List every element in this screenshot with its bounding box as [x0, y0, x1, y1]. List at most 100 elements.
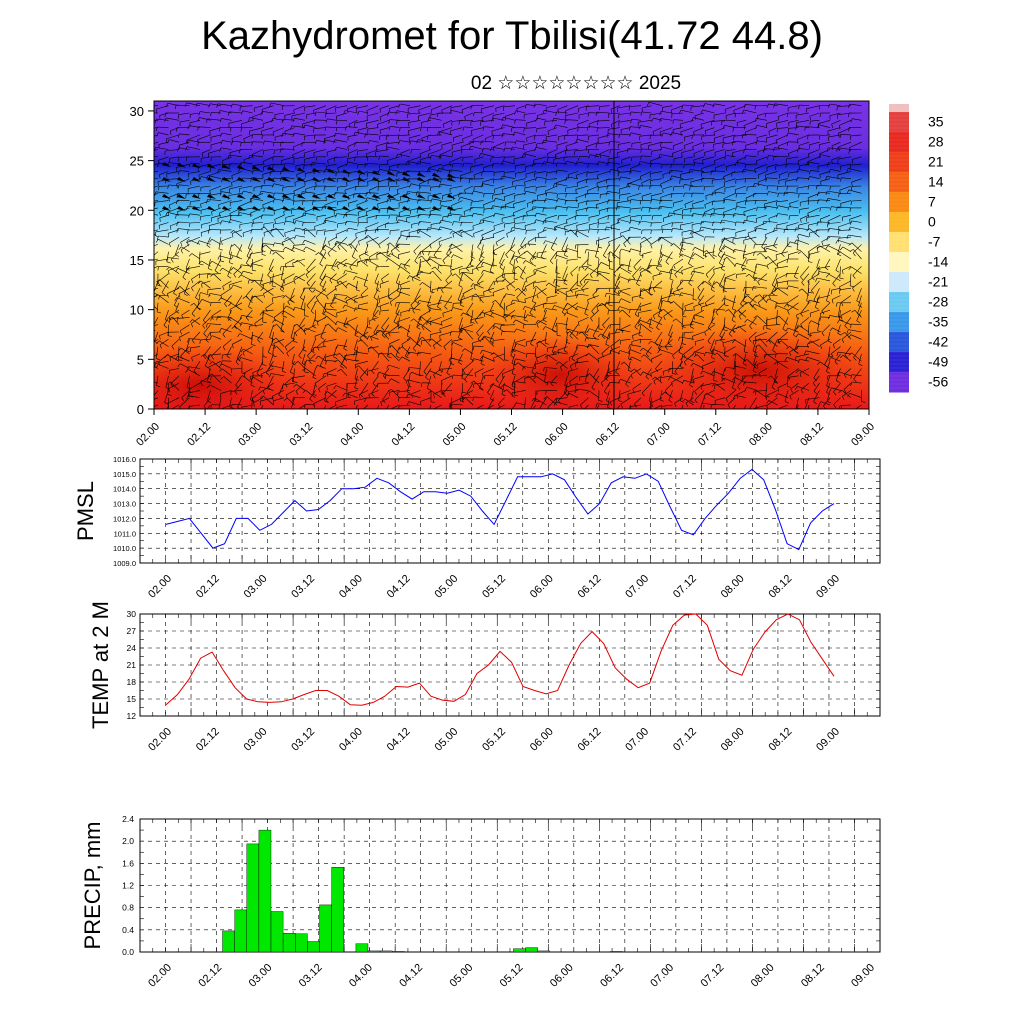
precip-bar — [307, 941, 320, 953]
warm-core — [480, 335, 640, 409]
precip-bar — [379, 950, 393, 953]
y-tick-label: 18 — [127, 677, 137, 687]
x-tick-label: 02.12 — [194, 726, 222, 754]
x-tick-label: 06.12 — [576, 726, 604, 754]
y-tick-label: 1015.0 — [113, 470, 136, 479]
y-tick-label: 24 — [127, 643, 137, 653]
x-tick-label: 09.00 — [814, 573, 842, 601]
x-tick-label: 05.00 — [432, 573, 460, 601]
x-tick-label: 06.00 — [528, 726, 556, 754]
x-tick-label: 04.12 — [385, 573, 413, 601]
y-tick-label: 21 — [127, 660, 137, 670]
x-tick-label: 04.00 — [338, 421, 366, 449]
x-tick-label: 07.00 — [648, 962, 676, 990]
colorbar-label: -21 — [928, 274, 948, 290]
y-tick-label: 0.0 — [122, 947, 134, 957]
precip-bar — [331, 867, 344, 953]
colorbar-swatch — [889, 172, 909, 193]
y-tick-label: 0.8 — [122, 903, 134, 913]
y-tick-label: 10 — [130, 303, 144, 318]
precip-bar — [282, 933, 296, 953]
precip-bar — [513, 948, 526, 953]
chart-title: Kazhydromet for Tbilisi(41.72 44.8) — [201, 14, 823, 58]
x-tick-label: 06.12 — [594, 421, 622, 449]
colorbar-label: 7 — [928, 194, 936, 210]
warm-core — [650, 325, 869, 409]
y-tick-label: 2.0 — [122, 836, 134, 846]
colorbar-label: 35 — [928, 114, 944, 130]
x-tick-label: 03.12 — [287, 421, 315, 449]
x-tick-label: 08.00 — [719, 726, 747, 754]
y-tick-label: 30 — [127, 609, 137, 619]
y-tick-label: 5 — [137, 352, 144, 367]
x-tick-label: 07.12 — [699, 962, 727, 990]
colorbar-cap — [889, 104, 909, 112]
colorbar-label: 14 — [928, 174, 944, 190]
y-tick-label: 12 — [127, 711, 137, 721]
y-tick-label: 1014.0 — [113, 485, 136, 494]
x-tick-label: 02.00 — [146, 573, 174, 601]
colorbar-swatch — [889, 132, 909, 153]
warm-core — [154, 345, 290, 409]
x-tick-label: 08.00 — [749, 962, 777, 990]
colorbar-label: -28 — [928, 294, 948, 310]
y-tick-label: 2.4 — [122, 814, 134, 824]
y-tick-label: 25 — [130, 154, 144, 169]
x-tick-label: 06.00 — [528, 573, 556, 601]
x-tick-label: 08.12 — [766, 726, 794, 754]
y-axis-label: PMSL — [73, 481, 98, 541]
precip-bar — [270, 911, 284, 953]
precip-bar — [610, 951, 623, 953]
y-tick-label: 1013.0 — [113, 500, 136, 509]
colorbar-swatch — [889, 252, 909, 273]
y-tick-label: 1.2 — [122, 881, 134, 891]
colorbar-label: -49 — [928, 354, 948, 370]
y-tick-label: 1009.0 — [113, 559, 136, 568]
x-tick-label: 06.12 — [576, 573, 604, 601]
x-tick-label: 05.00 — [441, 421, 469, 449]
x-tick-label: 04.00 — [347, 962, 375, 990]
precip-bar — [246, 843, 260, 953]
precip-bar — [392, 951, 405, 953]
x-tick-label: 03.00 — [242, 573, 270, 601]
precip-bar — [355, 943, 369, 953]
colorbar-label: -56 — [928, 374, 948, 390]
x-tick-label: 08.00 — [747, 421, 775, 449]
y-tick-label: 1010.0 — [113, 544, 136, 553]
x-tick-label: 03.00 — [242, 726, 270, 754]
temp-2m-panel: 12 15 18 21 24 27 30 TEMP at 2 M 02.00 02.12 03.00… — [88, 601, 881, 754]
pmsl-panel: 1009.0 1010.0 1011.0 1012.0 1013.0 1014.0 1015… — [73, 455, 881, 601]
x-tick-label: 03.00 — [236, 421, 264, 449]
colorbar-swatch — [889, 292, 909, 313]
y-axis-label: TEMP at 2 M — [88, 601, 113, 729]
x-tick-label: 07.00 — [623, 573, 651, 601]
colorbar-swatch — [889, 332, 909, 353]
x-tick-label: 05.12 — [498, 962, 526, 990]
y-tick-label: 15 — [127, 694, 137, 704]
precip-bar — [234, 909, 247, 953]
colorbar-swatch — [889, 272, 909, 293]
plot-frame — [139, 458, 881, 564]
x-tick-label: 03.12 — [289, 726, 317, 754]
colorbar-swatch — [889, 352, 909, 373]
y-tick-label: 1016.0 — [113, 455, 136, 464]
colorbar-label: 28 — [928, 134, 944, 150]
x-tick-label: 07.12 — [671, 573, 699, 601]
x-tick-label: 03.00 — [247, 962, 275, 990]
x-tick-label: 04.12 — [385, 726, 413, 754]
colorbar-swatch — [889, 232, 909, 253]
precip-bar — [525, 947, 538, 953]
x-tick-label: 07.12 — [671, 726, 699, 754]
precip-bar — [319, 904, 332, 953]
x-tick-label: 05.00 — [432, 726, 460, 754]
x-tick-label: 02.00 — [146, 726, 174, 754]
colorbar-label: -14 — [928, 254, 948, 270]
x-tick-label: 08.12 — [799, 962, 827, 990]
x-tick-label: 03.12 — [289, 573, 317, 601]
colorbar-swatch — [889, 312, 909, 333]
x-tick-label: 04.12 — [397, 962, 425, 990]
x-tick-label: 09.00 — [849, 962, 877, 990]
x-tick-label: 02.12 — [185, 421, 213, 449]
x-tick-label: 06.00 — [548, 962, 576, 990]
